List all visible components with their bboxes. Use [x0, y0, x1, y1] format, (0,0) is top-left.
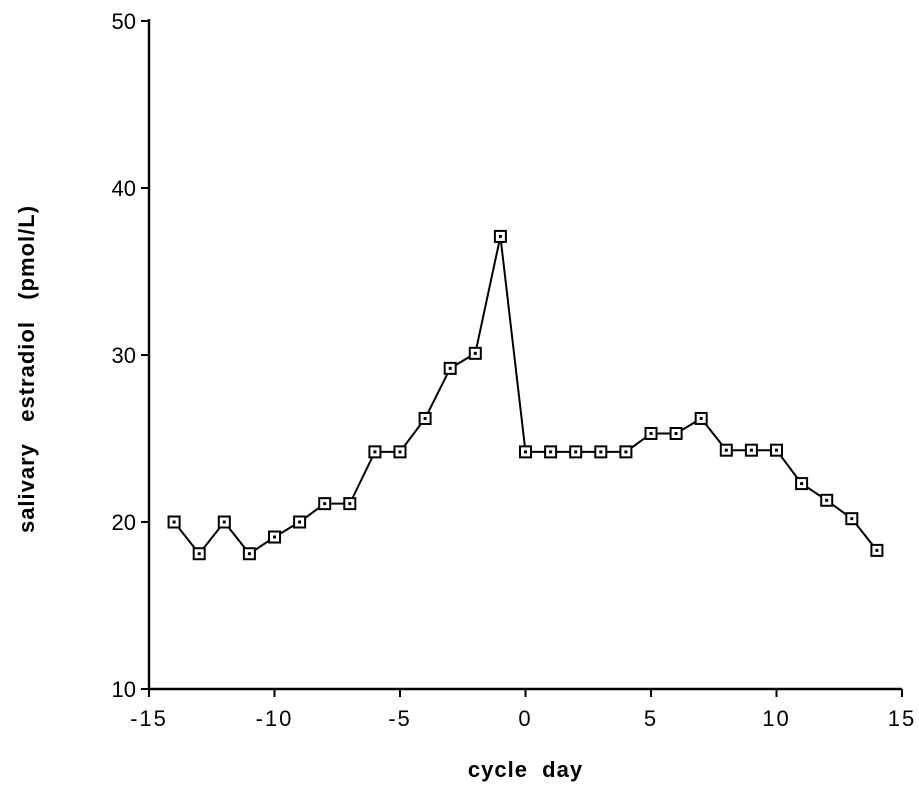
- axes: [147, 19, 902, 691]
- data-point-center: [800, 482, 804, 486]
- data-point: [770, 443, 783, 457]
- x-tick-label: 5: [644, 706, 658, 731]
- y-tick-label: 10: [112, 677, 136, 702]
- data-point-center: [373, 450, 377, 454]
- data-point: [870, 543, 884, 557]
- data-point-center: [875, 548, 879, 552]
- data-point-center: [724, 448, 728, 452]
- data-point: [293, 515, 307, 529]
- data-point-center: [498, 234, 502, 238]
- data-point-center: [524, 450, 527, 454]
- y-tick-label: 40: [112, 176, 136, 201]
- data-point-center: [825, 498, 829, 502]
- data-point-center: [247, 552, 251, 556]
- data-point: [493, 229, 507, 243]
- data-point-center: [574, 450, 578, 454]
- data-point: [544, 445, 558, 459]
- data-point-center: [549, 450, 553, 454]
- series-line: [173, 236, 878, 556]
- data-point: [519, 445, 532, 459]
- x-tick-label: -10: [256, 706, 294, 731]
- data-point-center: [699, 416, 703, 420]
- data-point-center: [172, 520, 176, 524]
- data-point: [820, 493, 834, 507]
- data-point-center: [398, 450, 402, 454]
- data-point: [318, 497, 332, 511]
- x-tick-label: 0: [518, 706, 532, 731]
- data-point: [468, 346, 482, 360]
- data-point-center: [298, 520, 302, 524]
- data-point: [217, 515, 231, 529]
- data-point: [569, 445, 583, 459]
- data-point: [644, 426, 658, 440]
- y-ticks: 10 20 30 40 50: [112, 9, 149, 702]
- data-point-center: [624, 450, 628, 454]
- data-point-center: [850, 517, 854, 521]
- data-point: [167, 515, 181, 529]
- data-point: [368, 445, 382, 459]
- data-point-center: [448, 366, 452, 370]
- data-point-center: [473, 351, 477, 355]
- data-point: [795, 477, 809, 491]
- series-layer: [167, 229, 884, 561]
- data-point: [393, 445, 407, 459]
- x-ticks: -15 -10 -5 0 5 10 15: [130, 689, 916, 731]
- data-point-center: [649, 431, 653, 435]
- x-axis-label: cycle day: [468, 757, 583, 782]
- data-point: [242, 547, 256, 561]
- data-point-center: [749, 448, 753, 452]
- data-point-center: [197, 552, 201, 556]
- data-point-center: [222, 520, 226, 524]
- data-point: [192, 547, 206, 561]
- data-point: [594, 445, 608, 459]
- data-point-center: [273, 535, 276, 539]
- y-tick-label: 50: [112, 9, 136, 34]
- data-point: [744, 443, 758, 457]
- data-point: [694, 411, 708, 425]
- x-tick-label: 10: [762, 706, 790, 731]
- data-point: [669, 426, 683, 440]
- data-point: [443, 361, 457, 375]
- data-point: [845, 512, 859, 526]
- data-point: [719, 443, 733, 457]
- data-point-center: [348, 502, 352, 506]
- x-tick-label: -5: [388, 706, 412, 731]
- x-tick-label: -15: [130, 706, 168, 731]
- data-point: [343, 497, 357, 511]
- data-point: [619, 445, 633, 459]
- data-point: [268, 530, 281, 544]
- data-point-center: [599, 450, 603, 454]
- y-tick-label: 20: [112, 510, 136, 535]
- data-point-center: [674, 431, 678, 435]
- y-axis-label: salivary estradiol (pmol/L): [14, 205, 39, 533]
- data-point-center: [323, 502, 327, 506]
- data-point-center: [423, 416, 427, 420]
- data-point-center: [775, 448, 778, 452]
- x-tick-label: 15: [888, 706, 916, 731]
- y-tick-label: 30: [112, 343, 136, 368]
- data-point: [418, 411, 432, 425]
